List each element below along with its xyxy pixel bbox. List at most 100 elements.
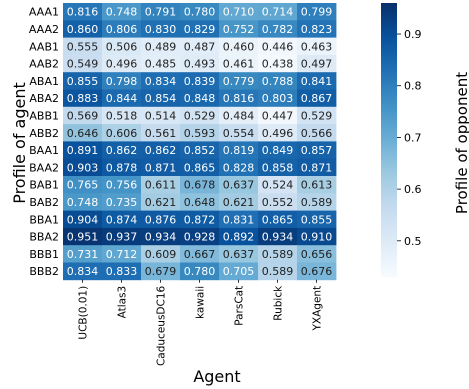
cell-value-label: 0.667 — [184, 248, 216, 261]
heatmap-cell — [297, 72, 337, 90]
heatmap-cell — [297, 141, 337, 160]
cell-value-label: 0.569 — [67, 109, 99, 122]
cell-value-label: 0.874 — [106, 213, 138, 226]
cell-value-label: 0.506 — [106, 40, 138, 53]
cell-value-label: 0.798 — [106, 75, 138, 88]
heatmap-cell — [63, 193, 103, 211]
heatmap-cell — [258, 193, 298, 211]
cell-value-label: 0.756 — [106, 179, 138, 192]
cell-value-label: 0.748 — [106, 6, 138, 19]
heatmap-cell — [219, 3, 259, 21]
cell-value-label: 0.823 — [301, 23, 333, 36]
heatmap-cell — [102, 72, 142, 90]
column-label: Rubick — [273, 285, 285, 321]
row-label: ABA1 — [29, 75, 59, 88]
heatmap-cell — [219, 141, 259, 160]
colorbar-label: Profile of opponent — [453, 72, 469, 214]
cell-value-label: 0.752 — [223, 23, 255, 36]
heatmap-cell — [297, 89, 337, 108]
cell-value-label: 0.799 — [301, 6, 333, 19]
cell-value-label: 0.646 — [67, 127, 99, 140]
column-label: Atlas3 — [117, 286, 129, 319]
cell-value-label: 0.876 — [145, 213, 177, 226]
cell-value-label: 0.857 — [301, 144, 333, 157]
heatmap-cell — [63, 141, 103, 160]
heatmap-cell — [63, 210, 103, 229]
cell-value-label: 0.782 — [262, 23, 294, 36]
heatmap-cell — [258, 176, 298, 194]
cell-value-label: 0.951 — [67, 231, 99, 244]
row-label: AAB1 — [29, 40, 59, 53]
colorbar-tick-label: 0.9 — [404, 28, 422, 41]
cell-value-label: 0.621 — [223, 196, 255, 209]
cell-value-label: 0.878 — [106, 161, 138, 174]
cell-value-label: 0.621 — [145, 196, 177, 209]
heatmap-cell — [219, 158, 259, 177]
heatmap-cell — [102, 20, 142, 38]
heatmap-cell — [141, 106, 181, 125]
row-label: ABA2 — [29, 92, 59, 105]
heatmap-cell — [258, 141, 298, 160]
heatmap-cell — [219, 210, 259, 229]
cell-value-label: 0.555 — [67, 40, 99, 53]
cell-value-label: 0.438 — [262, 58, 294, 71]
heatmap-cell — [219, 37, 259, 56]
heatmap-cell — [102, 124, 142, 142]
heatmap-cell — [141, 124, 181, 142]
heatmap-cell — [141, 262, 181, 281]
heatmap-cell — [63, 124, 103, 142]
heatmap-cell — [141, 72, 181, 90]
cell-value-label: 0.589 — [262, 248, 294, 261]
heatmap-cell — [180, 106, 220, 125]
heatmap-cell — [141, 89, 181, 108]
cell-value-label: 0.561 — [145, 127, 177, 140]
heatmap-cell — [180, 158, 220, 177]
cell-value-label: 0.862 — [145, 144, 177, 157]
row-label: BAB2 — [29, 196, 59, 209]
cell-value-label: 0.447 — [262, 109, 294, 122]
row-label: BAA2 — [29, 161, 59, 174]
cell-value-label: 0.848 — [184, 92, 216, 105]
heatmap-cell — [180, 54, 220, 73]
cell-value-label: 0.496 — [262, 127, 294, 140]
heatmap-cell — [63, 20, 103, 38]
cell-value-label: 0.934 — [145, 231, 177, 244]
heatmap-cell — [102, 262, 142, 281]
heatmap-cell — [258, 20, 298, 38]
cell-value-label: 0.834 — [67, 265, 99, 278]
heatmap-cell — [63, 37, 103, 56]
cell-value-label: 0.648 — [184, 196, 216, 209]
cell-value-label: 0.493 — [184, 58, 216, 71]
heatmap-cell — [63, 72, 103, 90]
cell-value-label: 0.862 — [106, 144, 138, 157]
cell-value-label: 0.816 — [67, 6, 99, 19]
heatmap-cells: 0.816 0.748 0.791 0.780 0.710 0.714 0.799 0.860… — [63, 3, 337, 281]
heatmap-cell — [297, 245, 337, 263]
column-label: UCB(0.01) — [78, 286, 90, 340]
heatmap-cell — [102, 3, 142, 21]
cell-value-label: 0.831 — [223, 213, 255, 226]
colorbar-tick-label: 0.8 — [404, 80, 422, 93]
cell-value-label: 0.712 — [106, 248, 138, 261]
heatmap-cell — [297, 106, 337, 125]
cell-value-label: 0.928 — [184, 231, 216, 244]
heatmap-cell — [102, 245, 142, 263]
cell-value-label: 0.463 — [301, 40, 333, 53]
cell-value-label: 0.705 — [223, 265, 255, 278]
cell-value-label: 0.816 — [223, 92, 255, 105]
cell-value-label: 0.489 — [145, 40, 177, 53]
cell-value-label: 0.637 — [223, 179, 255, 192]
row-label: BBA2 — [29, 231, 59, 244]
row-label: BBB1 — [29, 248, 59, 261]
cell-value-label: 0.487 — [184, 40, 216, 53]
heatmap-cell — [180, 193, 220, 211]
y-axis-label: Profile of agent — [10, 82, 29, 204]
heatmap-cell — [180, 72, 220, 90]
cell-value-label: 0.833 — [106, 265, 138, 278]
cell-value-label: 0.828 — [223, 161, 255, 174]
heatmap-cell — [63, 158, 103, 177]
heatmap-cell — [180, 124, 220, 142]
heatmap-cell — [219, 54, 259, 73]
cell-value-label: 0.609 — [145, 248, 177, 261]
